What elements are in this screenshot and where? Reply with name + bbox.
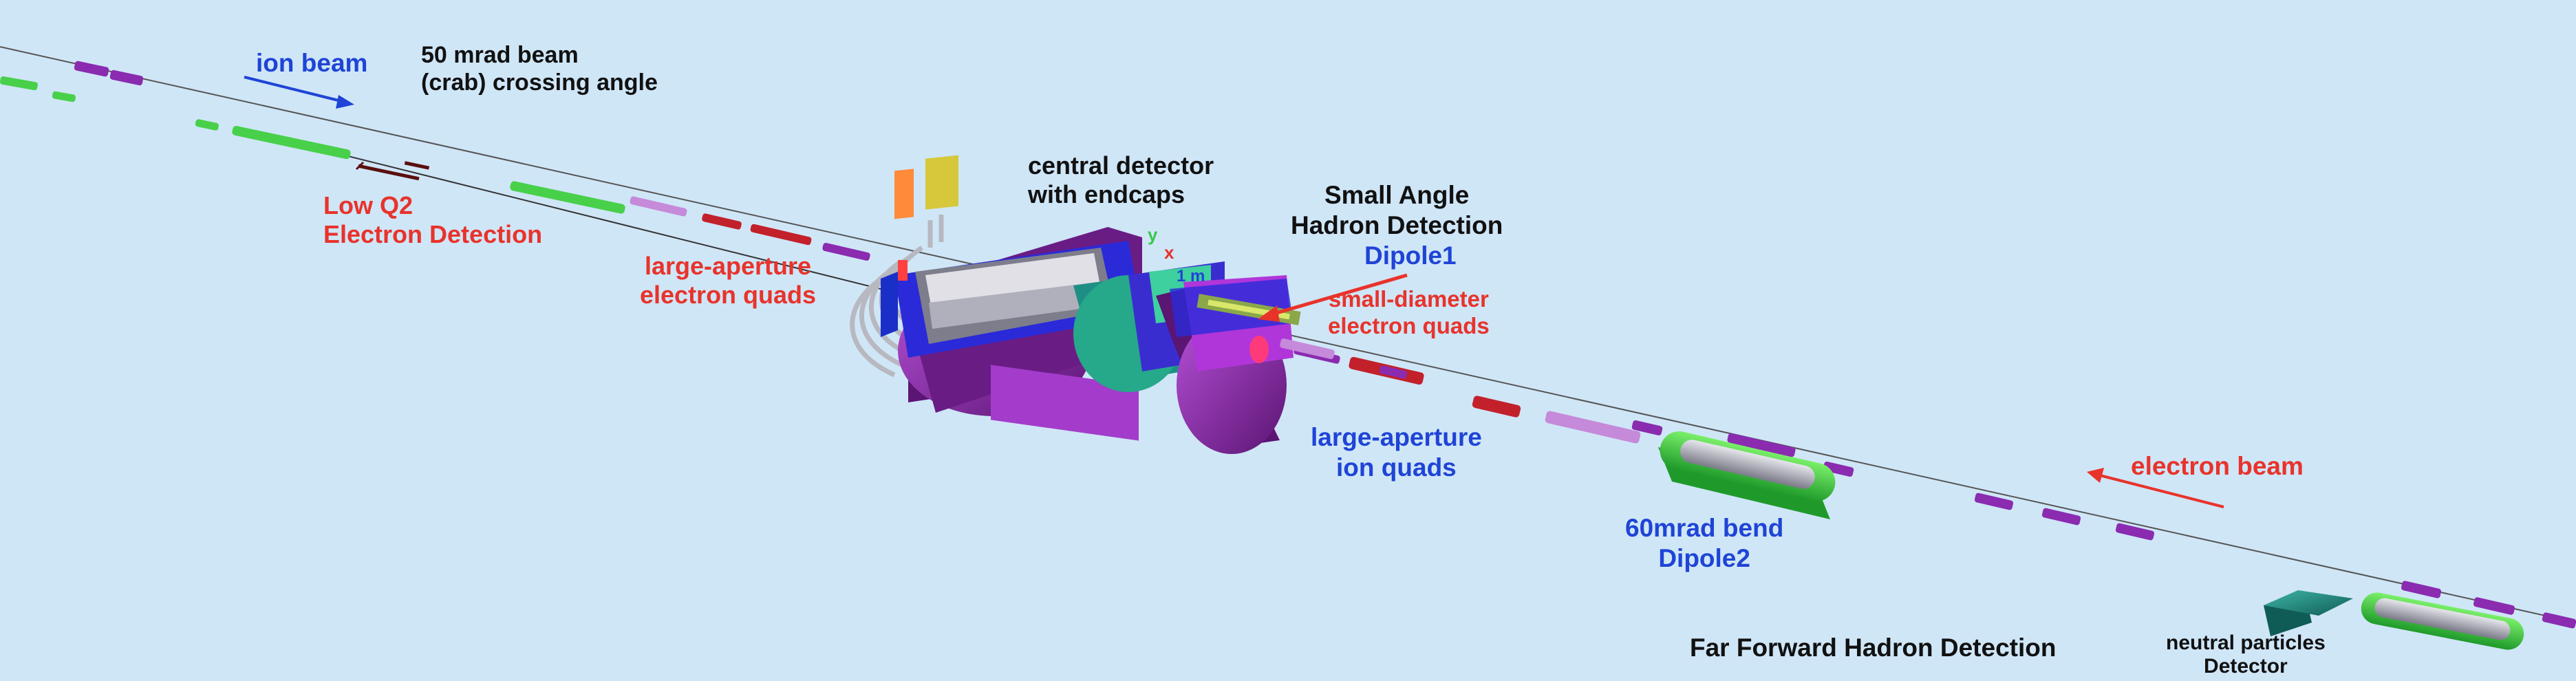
central-detector	[881, 155, 1142, 441]
electron-beam-label: electron beam	[2131, 452, 2304, 480]
small-diameter-quads-label: small-diameter electron quads	[1328, 286, 1490, 338]
ion-beam-label: ion beam	[256, 49, 368, 77]
small-angle-label: Small Angle Hadron Detection	[1291, 181, 1503, 239]
y-axis-label: y	[1148, 224, 1158, 245]
upstream-green-magnets	[0, 76, 625, 214]
low-q2-electron-detector	[355, 161, 430, 181]
crossing-angle-label: 50 mrad beam (crab) crossing angle	[421, 42, 658, 96]
dipole1-arrow	[1258, 273, 1408, 322]
dipole2-magnet	[1658, 431, 1836, 519]
ion-beam-arrow	[244, 76, 354, 109]
central-detector-label: central detector with endcaps	[1028, 151, 1214, 209]
electron-beam-arrow	[2087, 468, 2224, 508]
electron-quads-label: large-aperture electron quads	[640, 252, 817, 310]
scale-label: 1 m	[1177, 267, 1205, 285]
low-q2-label: Low Q2 Electron Detection	[323, 191, 543, 249]
neutral-particles-label: neutral particles Detector	[2166, 631, 2326, 678]
ion-quads-label: large-aperture ion quads	[1311, 423, 1482, 482]
dipole2-label: 60mrad bend Dipole2	[1625, 514, 1784, 572]
far-forward-label: Far Forward Hadron Detection	[1690, 634, 2057, 662]
x-axis-label: x	[1164, 242, 1174, 263]
upstream-ion-magnets	[74, 61, 144, 86]
forward-detector	[1073, 261, 1301, 454]
far-forward-magnet	[2361, 592, 2524, 650]
dipole1-label: Dipole1	[1364, 241, 1457, 270]
ion-line-magnets	[1280, 338, 2576, 629]
neutral-particles-detector-shape	[2264, 590, 2353, 636]
